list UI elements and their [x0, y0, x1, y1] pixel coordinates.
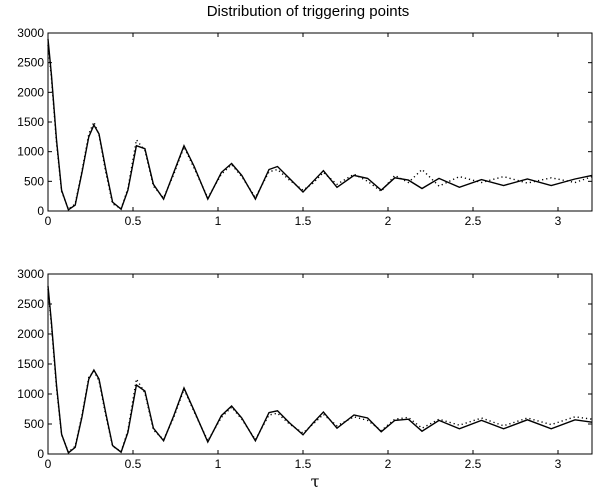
- y-tick-label: 500: [24, 174, 44, 188]
- x-tick-label: 3: [555, 457, 562, 471]
- x-tick-label: 1: [215, 214, 222, 228]
- y-tick-label: 0: [37, 447, 44, 461]
- x-axis-label: τ: [311, 472, 320, 491]
- y-tick-label: 2000: [17, 327, 44, 341]
- y-tick-label: 2000: [17, 85, 44, 99]
- x-tick-label: 1.5: [295, 214, 312, 228]
- y-tick-label: 500: [24, 417, 44, 431]
- y-tick-label: 0: [37, 204, 44, 218]
- bottom-plot-panel: 0 0.5 1 1.5 2 2.5 3 0 500 1000 1500 2000 2500 3000: [17, 267, 593, 471]
- chart-title: Distribution of triggering points: [207, 3, 410, 20]
- y-tick-label: 1500: [17, 357, 44, 371]
- x-tick-label: 3: [555, 214, 562, 228]
- x-tick-label: 2: [385, 214, 392, 228]
- dotted-series-line: [47, 288, 593, 454]
- x-tick-label: 2: [385, 457, 392, 471]
- solid-series-line: [47, 285, 593, 454]
- y-tick-label: 2500: [17, 297, 44, 311]
- x-tick-label: 0.5: [125, 457, 142, 471]
- top-plot-panel: 0 0.5 1 1.5 2 2.5 3 0 500 1000 1500 2000 2500 3000: [17, 26, 593, 228]
- x-tick-label: 1.5: [295, 457, 312, 471]
- y-tick-label: 1500: [17, 115, 44, 129]
- y-tick-label: 2500: [17, 56, 44, 70]
- x-tick-label: 0.5: [125, 214, 142, 228]
- x-tick-label: 1: [215, 457, 222, 471]
- solid-series-line: [47, 38, 593, 211]
- x-tick-label: 2.5: [465, 214, 482, 228]
- x-tick-label: 0: [45, 457, 52, 471]
- plot-frame: [47, 273, 593, 455]
- x-tick-label: 2.5: [465, 457, 482, 471]
- y-tick-label: 3000: [17, 26, 44, 40]
- x-tick-label: 0: [45, 214, 52, 228]
- y-tick-label: 3000: [17, 267, 44, 281]
- y-tick-label: 1000: [17, 145, 44, 159]
- y-tick-label: 1000: [17, 387, 44, 401]
